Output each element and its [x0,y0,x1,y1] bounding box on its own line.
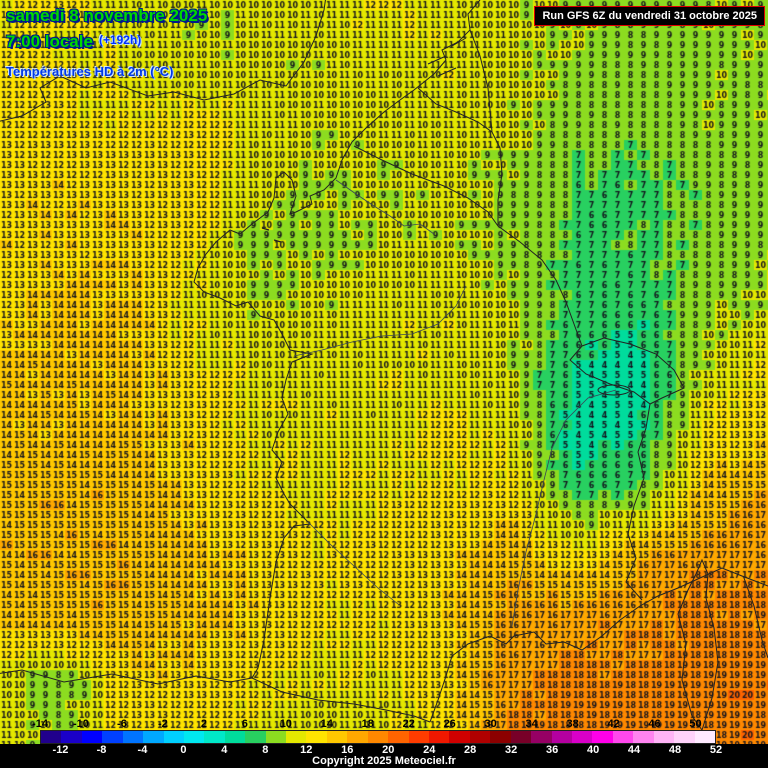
legend-segment [408,731,430,743]
legend-segment [653,731,675,743]
legend-label: 50 [689,718,702,730]
legend-segment [122,731,144,743]
legend-label: 34 [525,718,538,730]
legend-label: 20 [382,744,395,756]
legend-segment [306,731,327,743]
copyright-text: Copyright 2025 Meteociel.fr [312,755,456,767]
legend-segment [41,731,62,743]
local-time-text: 7:00 locale [6,32,93,51]
legend-label: 22 [402,718,415,730]
legend-segment [265,731,287,743]
legend-segment [326,731,348,743]
legend-label: 26 [443,718,456,730]
forecast-offset-label: (+192h) [98,33,142,47]
legend-label: -10 [73,718,89,730]
legend-label: -4 [137,744,148,756]
legend-label: 12 [300,744,313,756]
legend-bottom-labels: -12 -8 -4 0 4 8 12 16 20 24 28 32 36 40 44 48 52 [40,744,723,756]
legend-label: 42 [607,718,620,730]
run-info-box: Run GFS 6Z du vendredi 31 octobre 2025 [534,6,765,26]
legend-label: 2 [200,718,207,730]
legend-segment [204,731,225,743]
legend-label: 0 [180,744,187,756]
legend-segment [183,731,205,743]
legend-label: 32 [505,744,518,756]
legend-segment [429,731,450,743]
legend-label: 48 [668,744,682,756]
legend-label: 8 [262,744,269,756]
legend-segment [469,731,491,743]
legend-segment [449,731,470,743]
legend-label: 36 [545,744,559,756]
legend-label: -6 [117,718,127,730]
date-label: samedi 8 novembre 2025 [6,6,208,25]
legend-segment [551,731,572,743]
legend-label: 16 [341,744,354,756]
legend-segment [286,731,307,743]
legend-label: 28 [464,744,477,756]
legend-segment [633,731,654,743]
legend-color-bar [40,730,716,744]
temperature-field-canvas [0,0,768,744]
time-label: 7:00 locale (+192h) [6,32,141,52]
legend-segment [694,731,715,743]
legend-segment [224,731,246,743]
legend-label: 30 [484,718,497,730]
legend-segment [531,731,552,743]
legend-label: 46 [648,718,661,730]
legend-segment [61,731,82,743]
legend-label: 18 [361,718,374,730]
legend-label: 14 [320,718,333,730]
legend-label: 10 [279,718,292,730]
legend-segment [674,731,695,743]
legend-label: 44 [627,744,641,756]
legend-segment [245,731,266,743]
legend-label: 6 [241,718,248,730]
legend-label: 38 [566,718,579,730]
legend-segment [347,731,368,743]
legend-segment [102,731,123,743]
legend-segment [143,731,164,743]
legend-segment [81,731,103,743]
legend-label: -14 [32,718,48,730]
temperature-legend: -14 -10 -6 -2 2 6 10 14 18 22 26 30 34 38 42 46 50 [32,718,716,744]
legend-segment [388,731,409,743]
legend-label: 24 [423,744,436,756]
legend-label: -8 [96,744,107,756]
legend-segment [510,731,532,743]
legend-segment [592,731,613,743]
legend-label: -12 [52,744,69,756]
legend-segment [367,731,389,743]
legend-segment [571,731,593,743]
variable-label: Températures HD à 2m (°C) [6,64,174,79]
legend-label: -2 [158,718,168,730]
legend-label: 40 [586,744,600,756]
legend-label: 4 [221,744,228,756]
legend-top-labels: -14 -10 -6 -2 2 6 10 14 18 22 26 30 34 38 42 46 50 [32,718,716,730]
legend-label: 52 [709,744,723,756]
copyright-bar: -12 -8 -4 0 4 8 12 16 20 24 28 32 36 40 44 48 52 Copyrig… [0,744,768,768]
legend-segment [612,731,634,743]
legend-segment [490,731,511,743]
legend-segment [163,731,184,743]
